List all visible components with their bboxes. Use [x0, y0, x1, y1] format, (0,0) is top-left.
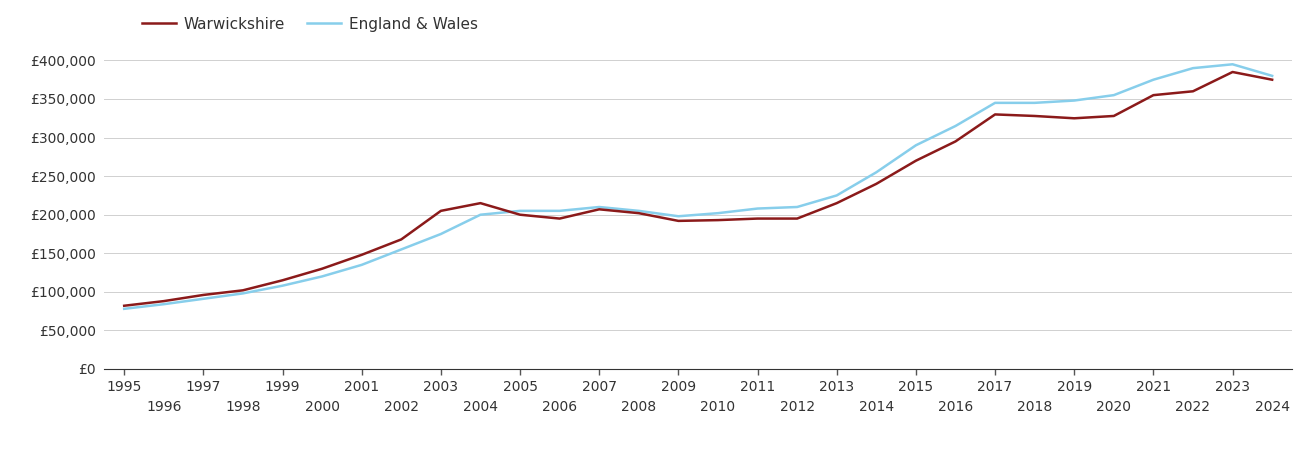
Line: England & Wales: England & Wales [124, 64, 1272, 309]
England & Wales [393, 247, 408, 252]
England & Wales [1146, 77, 1161, 82]
Warwickshire [393, 237, 408, 242]
Line: Warwickshire: Warwickshire [124, 72, 1272, 306]
England & Wales [947, 123, 963, 129]
Warwickshire [433, 208, 449, 214]
Warwickshire [710, 217, 726, 223]
Text: 1996: 1996 [146, 400, 181, 414]
Warwickshire [790, 216, 805, 221]
Text: 2020: 2020 [1096, 400, 1131, 414]
England & Wales [315, 274, 330, 279]
England & Wales [155, 302, 171, 307]
Warwickshire [908, 158, 924, 163]
Warwickshire [1066, 116, 1082, 121]
Text: 2004: 2004 [463, 400, 499, 414]
England & Wales [710, 211, 726, 216]
Text: 1998: 1998 [226, 400, 261, 414]
Warwickshire [671, 218, 686, 224]
Warwickshire [829, 200, 844, 206]
England & Wales [275, 283, 291, 288]
England & Wales [1105, 92, 1121, 98]
England & Wales [552, 208, 568, 214]
Warwickshire [275, 278, 291, 283]
Warwickshire [632, 211, 647, 216]
Warwickshire [235, 288, 251, 293]
England & Wales [790, 204, 805, 210]
England & Wales [749, 206, 765, 211]
Text: 2024: 2024 [1254, 400, 1289, 414]
Text: 2022: 2022 [1176, 400, 1211, 414]
Legend: Warwickshire, England & Wales: Warwickshire, England & Wales [136, 10, 484, 38]
England & Wales [671, 214, 686, 219]
England & Wales [1066, 98, 1082, 103]
England & Wales [1224, 62, 1240, 67]
Warwickshire [196, 292, 211, 297]
Text: 2006: 2006 [542, 400, 577, 414]
Warwickshire [1265, 77, 1280, 82]
Warwickshire [988, 112, 1004, 117]
Warwickshire [947, 139, 963, 144]
England & Wales [235, 291, 251, 296]
England & Wales [908, 143, 924, 148]
England & Wales [1265, 73, 1280, 79]
Text: 2008: 2008 [621, 400, 656, 414]
Text: 2002: 2002 [384, 400, 419, 414]
Warwickshire [1146, 92, 1161, 98]
England & Wales [1027, 100, 1043, 106]
Warwickshire [1185, 89, 1201, 94]
England & Wales [591, 204, 607, 210]
Warwickshire [552, 216, 568, 221]
Text: 2010: 2010 [701, 400, 736, 414]
England & Wales [829, 193, 844, 198]
Text: 2012: 2012 [779, 400, 814, 414]
Warwickshire [155, 298, 171, 304]
Text: 2000: 2000 [304, 400, 339, 414]
England & Wales [116, 306, 132, 311]
England & Wales [988, 100, 1004, 106]
Warwickshire [315, 266, 330, 271]
Warwickshire [1224, 69, 1240, 75]
Warwickshire [1105, 113, 1121, 119]
England & Wales [1185, 65, 1201, 71]
England & Wales [354, 262, 369, 268]
Warwickshire [512, 212, 527, 217]
England & Wales [512, 208, 527, 214]
England & Wales [632, 208, 647, 214]
Warwickshire [354, 252, 369, 257]
England & Wales [868, 170, 883, 175]
England & Wales [472, 212, 488, 217]
Text: 2016: 2016 [938, 400, 974, 414]
Warwickshire [1027, 113, 1043, 119]
Warwickshire [868, 181, 883, 187]
England & Wales [433, 231, 449, 237]
Text: 2014: 2014 [859, 400, 894, 414]
Warwickshire [749, 216, 765, 221]
Text: 2018: 2018 [1017, 400, 1052, 414]
Warwickshire [116, 303, 132, 308]
Warwickshire [472, 200, 488, 206]
England & Wales [196, 296, 211, 302]
Warwickshire [591, 207, 607, 212]
